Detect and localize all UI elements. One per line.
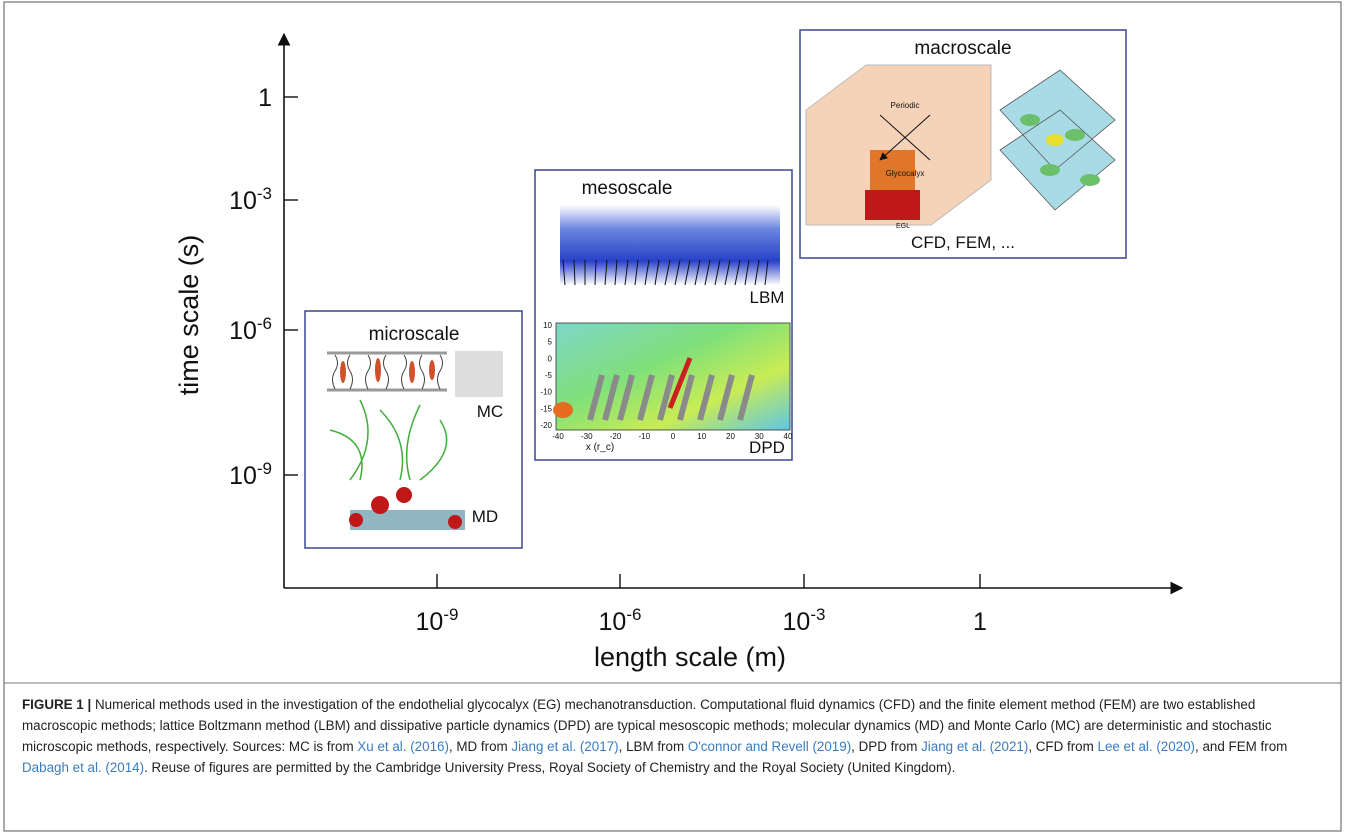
mesoscale-panel: mesoscale LBM 1050-5-10-15-20-40-30-20-1… [535,170,793,460]
tick-label: 10-3 [783,605,826,636]
caption-text: , CFD from [1028,739,1097,754]
tick-exponent: -9 [257,459,272,478]
tick-exponent: -3 [810,605,825,624]
dpd-x-tick: 10 [697,432,706,441]
dpd-y-tick: 0 [548,354,553,363]
dpd-x-tick: -40 [552,432,564,441]
tick-base: 10 [229,462,257,490]
dpd-y-tick: 10 [543,321,552,330]
caption-text: . Reuse of figures are permitted by the … [144,760,955,775]
caption: FIGURE 1 | Numerical methods used in the… [22,694,1327,778]
panel-title: mesoscale [582,178,673,199]
microscale-panel: microscale MC MD [305,311,522,548]
method-label: DPD [749,438,785,457]
macroscale-panel: macroscale Periodic Glycocalyx EGL CFD, … [800,30,1126,258]
tick-base: 10 [416,608,444,636]
tick-label: 10-6 [599,605,642,636]
caption-text: , MD from [449,739,512,754]
panel-title: microscale [369,324,460,345]
dpd-x-tick: -20 [610,432,622,441]
page: 110-310-610-910-910-610-31 time scale (s… [0,0,1346,837]
dpd-y-tick: -5 [545,371,553,380]
inset-label: Glycocalyx [886,169,925,178]
tick-base: 1 [973,608,987,636]
method-label: MD [472,507,498,526]
inset-label: EGL [896,223,910,230]
tick-label: 10-6 [229,314,272,345]
dpd-y-tick: -15 [540,404,552,413]
citation-link[interactable]: Dabagh et al. (2014) [22,760,144,775]
dpd-axis-label: x (r_c) [586,442,614,453]
dpd-y-tick: -10 [540,388,552,397]
y-axis-label: time scale (s) [174,235,204,396]
inset-label: Periodic [891,101,920,110]
x-axis-label: length scale (m) [594,642,786,672]
caption-text: , DPD from [851,739,921,754]
tick-exponent: -3 [257,184,272,203]
dpd-x-tick: -30 [581,432,593,441]
dpd-y-tick: -20 [540,421,552,430]
tick-label: 1 [973,608,987,636]
citation-link[interactable]: Lee et al. (2020) [1098,739,1196,754]
tick-exponent: -6 [257,314,272,333]
tick-base: 10 [229,187,257,215]
caption-text: , LBM from [619,739,688,754]
tick-label: 10-9 [416,605,459,636]
method-label: CFD, FEM, ... [911,233,1015,252]
dpd-x-tick: 0 [671,432,676,441]
dpd-y-tick: 5 [548,338,553,347]
caption-label: FIGURE 1 | [22,697,91,712]
citation-link[interactable]: O'connor and Revell (2019) [688,739,851,754]
caption-text: , and FEM from [1195,739,1287,754]
panel-title: macroscale [914,38,1011,59]
tick-base: 10 [229,317,257,345]
dpd-x-tick: 20 [726,432,735,441]
dpd-x-tick: -10 [638,432,650,441]
tick-base: 10 [783,608,811,636]
tick-label: 10-3 [229,184,272,215]
method-label: LBM [750,288,785,307]
tick-exponent: -6 [626,605,641,624]
citation-link[interactable]: Xu et al. (2016) [357,739,449,754]
method-label: MC [477,402,503,421]
tick-base: 1 [258,84,272,112]
tick-label: 10-9 [229,459,272,490]
tick-base: 10 [599,608,627,636]
dpd-x-tick: 40 [784,432,793,441]
tick-label: 1 [258,84,272,112]
citation-link[interactable]: Jiang et al. (2021) [921,739,1028,754]
citation-link[interactable]: Jiang et al. (2017) [511,739,618,754]
tick-exponent: -9 [443,605,458,624]
